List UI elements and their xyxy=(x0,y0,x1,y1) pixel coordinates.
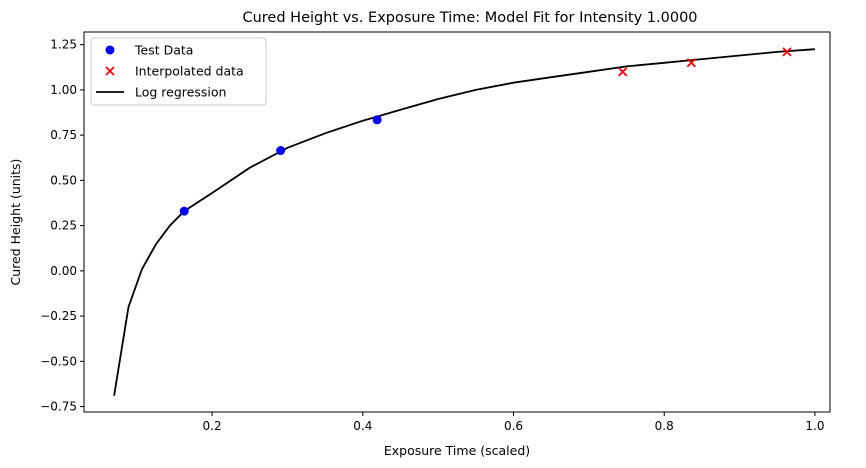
y-axis-label: Cured Height (units) xyxy=(8,159,23,286)
legend: Test Data Interpolated data Log regression xyxy=(90,37,267,106)
test-data-point xyxy=(372,115,382,125)
y-tick-label: 0.25 xyxy=(50,219,77,233)
x-tick-label: 0.8 xyxy=(655,419,674,433)
axes-frame xyxy=(83,31,831,413)
y-tick-label: −0.25 xyxy=(40,309,77,323)
y-tick-label: −0.75 xyxy=(40,400,77,414)
y-axis: −0.75 −0.50 −0.25 0.00 0.25 0.50 0.75 1.00 1.25 xyxy=(40,38,84,414)
legend-box xyxy=(90,37,267,106)
x-tick-label: 0.2 xyxy=(203,419,222,433)
chart-title: Cured Height vs. Exposure Time: Model Fi… xyxy=(242,10,697,26)
x-axis-label: Exposure Time (scaled) xyxy=(384,443,530,458)
y-tick-label: 1.25 xyxy=(50,38,77,52)
interpolated-data-point xyxy=(782,47,792,57)
y-tick-label: −0.50 xyxy=(40,354,77,368)
x-tick-label: 1.0 xyxy=(805,419,824,433)
legend-marker-test-data xyxy=(105,45,115,55)
y-tick-label: 1.00 xyxy=(50,83,77,97)
x-tick-label: 0.4 xyxy=(353,419,372,433)
y-tick-label: 0.00 xyxy=(50,264,77,278)
legend-label: Test Data xyxy=(134,43,193,58)
y-tick-label: 0.50 xyxy=(50,173,77,187)
x-tick-label: 0.6 xyxy=(504,419,523,433)
legend-label: Interpolated data xyxy=(135,64,244,79)
y-tick-label: 0.75 xyxy=(50,128,77,142)
interpolated-data-point xyxy=(686,58,696,68)
interpolated-data-point xyxy=(618,67,628,77)
legend-label: Log regression xyxy=(135,85,226,100)
x-axis: 0.2 0.4 0.6 0.8 1.0 xyxy=(203,412,824,433)
log-regression-line xyxy=(113,48,815,396)
test-data-point xyxy=(276,146,286,156)
series-layer xyxy=(113,47,815,396)
legend-marker-interpolated xyxy=(105,66,115,76)
test-data-point xyxy=(179,206,189,216)
